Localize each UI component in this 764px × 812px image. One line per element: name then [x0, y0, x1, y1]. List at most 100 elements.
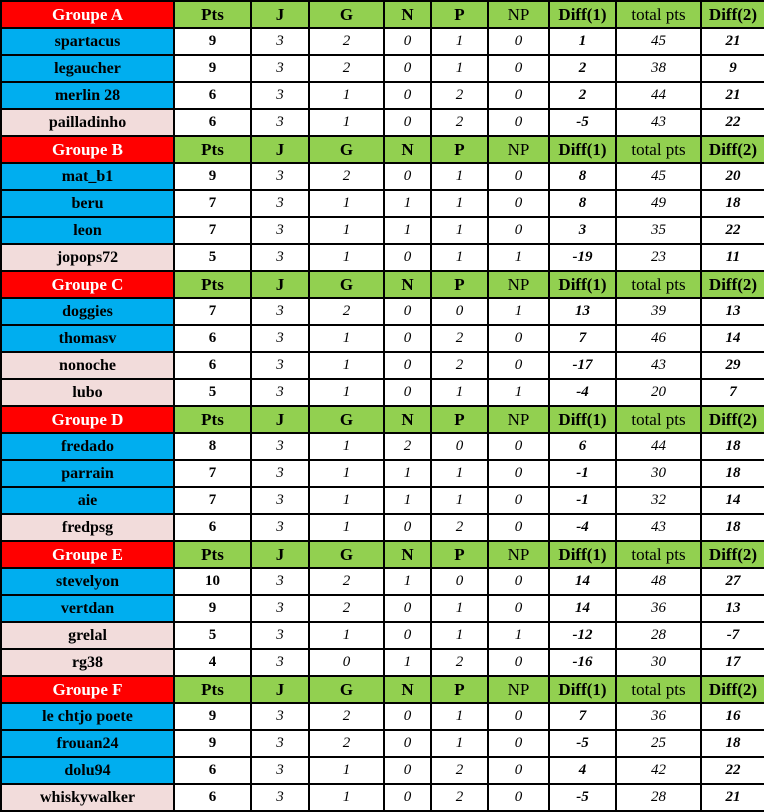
stat-cell-g: 2	[308, 702, 385, 731]
stat-cell-p: 1	[430, 594, 489, 623]
player-row: grelal 5 3 1 0 1 1 -12 28 -7	[0, 621, 764, 650]
stat-cell-g: 2	[308, 594, 385, 623]
stat-cell-j: 3	[250, 297, 310, 326]
stat-cell-np: 0	[487, 81, 550, 110]
stat-cell-g: 2	[308, 567, 385, 596]
player-row: pailladinho 6 3 1 0 2 0 -5 43 22	[0, 108, 764, 137]
stat-cell-g: 1	[308, 108, 385, 137]
stat-cell-total-pts: 45	[615, 162, 702, 191]
column-header-diff-2: Diff(2)	[700, 270, 764, 299]
player-name-cell: aie	[0, 486, 175, 515]
column-header-p: P	[430, 540, 489, 569]
player-row: frouan24 9 3 2 0 1 0 -5 25 18	[0, 729, 764, 758]
group-header-cell: Groupe F	[0, 675, 175, 704]
stat-cell-diff-2: 22	[700, 108, 764, 137]
stat-cell-p: 1	[430, 621, 489, 650]
stat-cell-j: 3	[250, 486, 310, 515]
stat-cell-total-pts: 28	[615, 783, 702, 812]
stat-cell-total-pts: 25	[615, 729, 702, 758]
group-header-cell: Groupe C	[0, 270, 175, 299]
column-header-np: NP	[487, 675, 550, 704]
stat-cell-pts: 7	[173, 216, 252, 245]
player-row: spartacus 9 3 2 0 1 0 1 45 21	[0, 27, 764, 56]
stat-cell-diff-1: 7	[548, 324, 617, 353]
player-name-cell: parrain	[0, 459, 175, 488]
player-name-cell: spartacus	[0, 27, 175, 56]
player-row: rg38 4 3 0 1 2 0 -16 30 17	[0, 648, 764, 677]
stat-cell-p: 0	[430, 432, 489, 461]
stat-cell-p: 2	[430, 648, 489, 677]
column-header-total-pts: total pts	[615, 405, 702, 434]
player-row: dolu94 6 3 1 0 2 0 4 42 22	[0, 756, 764, 785]
stat-cell-pts: 4	[173, 648, 252, 677]
column-header-g: G	[308, 540, 385, 569]
stat-cell-total-pts: 30	[615, 648, 702, 677]
stat-cell-g: 2	[308, 54, 385, 83]
player-row: whiskywalker 6 3 1 0 2 0 -5 28 21	[0, 783, 764, 812]
column-header-np: NP	[487, 405, 550, 434]
stat-cell-np: 0	[487, 702, 550, 731]
player-row: parrain 7 3 1 1 1 0 -1 30 18	[0, 459, 764, 488]
column-header-total-pts: total pts	[615, 0, 702, 29]
player-name-cell: nonoche	[0, 351, 175, 380]
stat-cell-p: 2	[430, 81, 489, 110]
stat-cell-diff-1: 6	[548, 432, 617, 461]
player-name-cell: dolu94	[0, 756, 175, 785]
stat-cell-diff-2: 11	[700, 243, 764, 272]
stat-cell-np: 0	[487, 513, 550, 542]
column-header-j: J	[250, 0, 310, 29]
column-header-diff-1: Diff(1)	[548, 675, 617, 704]
stat-cell-j: 3	[250, 27, 310, 56]
column-header-g: G	[308, 675, 385, 704]
stat-cell-j: 3	[250, 594, 310, 623]
group-header-cell: Groupe E	[0, 540, 175, 569]
stat-cell-g: 1	[308, 486, 385, 515]
column-header-pts: Pts	[173, 0, 252, 29]
stat-cell-diff-2: 27	[700, 567, 764, 596]
stat-cell-pts: 6	[173, 513, 252, 542]
stat-cell-np: 0	[487, 783, 550, 812]
player-name-cell: pailladinho	[0, 108, 175, 137]
player-name-cell: leon	[0, 216, 175, 245]
stat-cell-diff-2: 18	[700, 189, 764, 218]
stat-cell-diff-1: 7	[548, 702, 617, 731]
player-name-cell: thomasv	[0, 324, 175, 353]
stat-cell-j: 3	[250, 513, 310, 542]
stat-cell-pts: 9	[173, 27, 252, 56]
stat-cell-diff-2: 18	[700, 432, 764, 461]
stat-cell-n: 1	[383, 648, 432, 677]
player-row: legaucher 9 3 2 0 1 0 2 38 9	[0, 54, 764, 83]
player-name-cell: lubo	[0, 378, 175, 407]
stat-cell-p: 1	[430, 486, 489, 515]
stat-cell-j: 3	[250, 756, 310, 785]
stat-cell-j: 3	[250, 729, 310, 758]
stat-cell-diff-1: 8	[548, 189, 617, 218]
stat-cell-g: 1	[308, 351, 385, 380]
player-name-cell: mat_b1	[0, 162, 175, 191]
stat-cell-n: 0	[383, 54, 432, 83]
stat-cell-diff-1: 14	[548, 567, 617, 596]
stat-cell-j: 3	[250, 648, 310, 677]
stat-cell-n: 0	[383, 756, 432, 785]
stat-cell-pts: 6	[173, 351, 252, 380]
group-header-row: Groupe A Pts J G N P NP Diff(1) total pts Diff(2)	[0, 0, 764, 29]
player-name-cell: frouan24	[0, 729, 175, 758]
stat-cell-p: 2	[430, 783, 489, 812]
column-header-n: N	[383, 540, 432, 569]
stat-cell-n: 1	[383, 459, 432, 488]
stat-cell-pts: 9	[173, 702, 252, 731]
stat-cell-pts: 6	[173, 324, 252, 353]
player-name-cell: merlin 28	[0, 81, 175, 110]
column-header-p: P	[430, 405, 489, 434]
stat-cell-pts: 7	[173, 459, 252, 488]
column-header-g: G	[308, 270, 385, 299]
stat-cell-diff-1: -1	[548, 486, 617, 515]
player-row: beru 7 3 1 1 1 0 8 49 18	[0, 189, 764, 218]
stat-cell-np: 0	[487, 351, 550, 380]
group-header-cell: Groupe B	[0, 135, 175, 164]
stat-cell-np: 0	[487, 729, 550, 758]
column-header-total-pts: total pts	[615, 540, 702, 569]
group-header-row: Groupe C Pts J G N P NP Diff(1) total pts Diff(2)	[0, 270, 764, 299]
column-header-pts: Pts	[173, 675, 252, 704]
stat-cell-pts: 7	[173, 486, 252, 515]
